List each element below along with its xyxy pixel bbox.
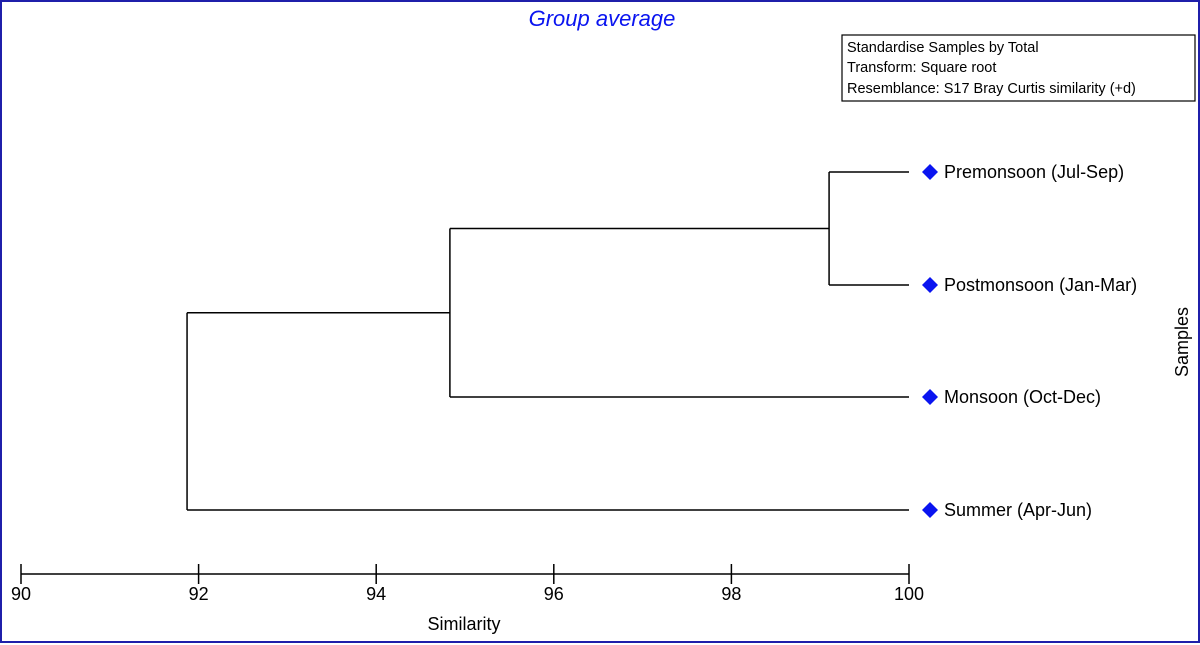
dendrogram-tree xyxy=(186,171,909,511)
legend-line-standardise: Standardise Samples by Total xyxy=(847,40,1039,56)
leaf-label: Premonsoon (Jul-Sep) xyxy=(944,162,1124,182)
leaf-label: Monsoon (Oct-Dec) xyxy=(944,387,1101,407)
legend-line-resemblance: Resemblance: S17 Bray Curtis similarity … xyxy=(847,81,1136,97)
chart-title: Group average xyxy=(529,6,676,31)
leaf-marker-diamond xyxy=(922,277,938,293)
x-axis: 90 92 94 96 98 100 xyxy=(11,564,924,604)
x-tick-label: 96 xyxy=(544,584,564,604)
x-tick-label: 94 xyxy=(366,584,386,604)
leaf-marker-diamond xyxy=(922,502,938,518)
x-axis-title: Similarity xyxy=(427,614,500,634)
leaf-label: Postmonsoon (Jan-Mar) xyxy=(944,275,1137,295)
x-tick-label: 98 xyxy=(721,584,741,604)
x-tick-label: 100 xyxy=(894,584,924,604)
x-tick-label: 90 xyxy=(11,584,31,604)
leaf-marker-diamond xyxy=(922,164,938,180)
leaf-marker-diamond xyxy=(922,389,938,405)
legend-frame xyxy=(841,34,1196,102)
leaf-label: Summer (Apr-Jun) xyxy=(944,500,1092,520)
legend-line-transform: Transform: Square root xyxy=(847,60,996,76)
legend-box: Standardise Samples by Total Transform: … xyxy=(841,34,1196,102)
y-axis-title: Samples xyxy=(1172,307,1192,377)
x-tick-label: 92 xyxy=(189,584,209,604)
leaf-labels: Premonsoon (Jul-Sep) Postmonsoon (Jan-Mar… xyxy=(922,162,1137,520)
